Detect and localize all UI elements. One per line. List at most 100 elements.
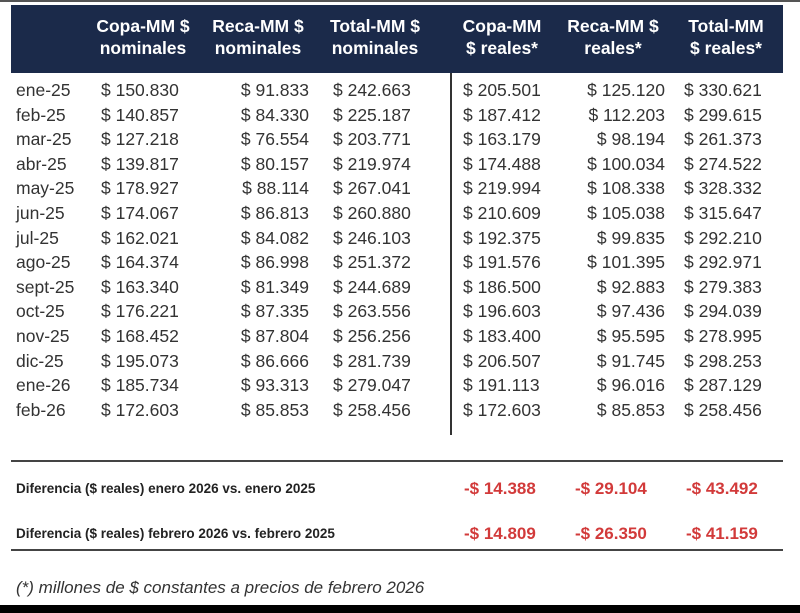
cell-copa-real: $ 191.576 (463, 252, 541, 273)
table-row: jun-25 $ 174.067 $ 86.813 $ 260.880 $ 210.60… (0, 201, 800, 225)
cell-reca-real: $ 92.883 (596, 276, 665, 297)
divider-top (11, 460, 783, 462)
cell-reca-nominal: $ 85.853 (240, 399, 309, 420)
table-row: dic-25 $ 195.073 $ 86.666 $ 281.739 $ 206.50… (0, 349, 800, 373)
month-label: jun-25 (16, 203, 65, 223)
cell-total-real: $ 279.383 (684, 276, 762, 297)
cell-total-nominal: $ 246.103 (333, 227, 411, 248)
cell-reca-real: $ 112.203 (588, 104, 665, 125)
footnote: (*) millones de $ constantes a precios d… (16, 578, 425, 597)
cell-copa-real: $ 191.113 (463, 375, 540, 396)
month-label: abr-25 (16, 153, 67, 174)
cell-total-nominal: $ 244.689 (333, 276, 411, 297)
month-label: feb-25 (16, 104, 66, 125)
cell-total-nominal: $ 256.256 (333, 326, 411, 346)
cell-copa-real: $ 187.412 (463, 104, 541, 125)
cell-copa-nominal: $ 140.857 (101, 104, 179, 125)
table-row: nov-25 $ 168.452 $ 87.804 $ 256.256 $ 183.40… (0, 324, 800, 348)
cell-copa-nominal: $ 172.603 (101, 399, 179, 420)
cell-total-real: $ 299.615 (684, 104, 762, 125)
month-label: dic-25 (16, 350, 64, 371)
cell-copa-real: $ 219.994 (463, 178, 541, 199)
cell-total-nominal: $ 219.974 (333, 153, 411, 174)
header-total-reales: Total-MM $ reales* (688, 16, 764, 58)
month-label: may-25 (16, 178, 75, 199)
table-row: feb-25 $ 140.857 $ 84.330 $ 225.187 $ 187.41… (0, 103, 800, 127)
diff-label-enero: Diferencia ($ reales) enero 2026 vs. ene… (16, 481, 316, 496)
cell-copa-nominal: $ 168.452 (101, 326, 179, 346)
cell-total-nominal: $ 225.187 (333, 104, 411, 125)
cell-total-nominal: $ 267.041 (333, 178, 411, 199)
cell-copa-nominal: $ 162.021 (101, 227, 179, 248)
cell-total-real: $ 315.647 (684, 203, 762, 223)
diff-enero-reca: -$ 29.104 (575, 479, 647, 498)
cell-copa-nominal: $ 174.067 (101, 203, 179, 223)
cell-total-real: $ 292.971 (684, 252, 762, 273)
cell-total-real: $ 258.456 (684, 399, 762, 420)
cell-total-real: $ 261.373 (684, 129, 762, 150)
cell-reca-real: $ 97.436 (596, 301, 665, 322)
cell-total-nominal: $ 258.456 (333, 399, 411, 420)
header-total-nominales: Total-MM $ nominales (329, 16, 421, 58)
month-label: jul-25 (16, 227, 59, 248)
cell-copa-real: $ 186.500 (463, 276, 541, 297)
header-reca-nominales: Reca-MM $ nominales (212, 16, 304, 58)
cell-reca-real: $ 108.338 (587, 178, 665, 199)
cell-total-nominal: $ 279.047 (333, 375, 411, 396)
cell-copa-real: $ 163.179 (463, 129, 541, 150)
table-row: may-25 $ 178.927 $ 88.114 $ 267.041 $ 219.99… (0, 176, 800, 200)
month-label: ene-26 (16, 375, 71, 396)
cell-total-nominal: $ 263.556 (333, 301, 411, 322)
cell-reca-real: $ 98.194 (596, 129, 665, 150)
header-copa-reales: Copa-MM $ reales* (462, 16, 542, 58)
table-row: oct-25 $ 176.221 $ 87.335 $ 263.556 $ 196.60… (0, 299, 800, 323)
header-copa-nominales: Copa-MM $ nominales (96, 16, 190, 58)
cell-copa-real: $ 172.603 (463, 399, 541, 420)
month-label: mar-25 (16, 129, 72, 150)
cell-copa-real: $ 205.501 (463, 80, 541, 100)
cell-total-real: $ 278.995 (684, 326, 762, 346)
cell-reca-nominal: $ 76.554 (240, 129, 309, 150)
cell-copa-nominal: $ 163.340 (101, 276, 179, 297)
table-row: mar-25 $ 127.218 $ 76.554 $ 203.771 $ 163.17… (0, 127, 800, 151)
cell-copa-nominal: $ 127.218 (101, 129, 179, 150)
header-reca-reales: Reca-MM $ reales* (567, 16, 659, 58)
diff-label-febrero: Diferencia ($ reales) febrero 2026 vs. f… (16, 526, 335, 541)
cell-reca-nominal: $ 87.335 (240, 301, 309, 322)
column-divider (450, 73, 452, 435)
cell-reca-nominal: $ 93.313 (240, 375, 309, 396)
cell-total-real: $ 294.039 (684, 301, 762, 322)
table-row: ago-25 $ 164.374 $ 86.998 $ 251.372 $ 191.57… (0, 250, 800, 274)
cell-reca-nominal: $ 87.804 (240, 326, 309, 346)
table-row: sept-25 $ 163.340 $ 81.349 $ 244.689 $ 186.5… (0, 275, 800, 299)
cell-total-nominal: $ 281.739 (333, 350, 411, 371)
cell-reca-real: $ 95.595 (596, 326, 665, 346)
cell-copa-real: $ 174.488 (463, 153, 541, 174)
cell-copa-nominal: $ 185.734 (101, 375, 179, 396)
diff-febrero-reca: -$ 26.350 (575, 524, 647, 543)
table-row: abr-25 $ 139.817 $ 80.157 $ 219.974 $ 174.48… (0, 152, 800, 176)
cell-reca-real: $ 96.016 (596, 375, 665, 396)
cell-reca-real: $ 100.034 (587, 153, 665, 174)
table-row: jul-25 $ 162.021 $ 84.082 $ 246.103 $ 192.37… (0, 226, 800, 250)
cell-copa-real: $ 210.609 (463, 203, 541, 223)
cell-copa-nominal: $ 150.830 (101, 80, 179, 100)
cell-total-nominal: $ 242.663 (333, 80, 411, 100)
table-row: feb-26 $ 172.603 $ 85.853 $ 258.456 $ 172.60… (0, 398, 800, 422)
bottom-bar (0, 605, 800, 613)
cell-copa-nominal: $ 195.073 (101, 350, 179, 371)
cell-copa-real: $ 196.603 (463, 301, 541, 322)
cell-reca-nominal: $ 86.813 (240, 203, 309, 223)
cell-reca-nominal: $ 91.833 (240, 80, 309, 100)
cell-total-real: $ 330.621 (684, 80, 762, 100)
diff-febrero-total: -$ 41.159 (686, 524, 758, 543)
cell-total-real: $ 298.253 (684, 350, 762, 371)
cell-reca-nominal: $ 84.330 (240, 104, 309, 125)
top-border (0, 0, 800, 2)
cell-copa-nominal: $ 139.817 (101, 153, 179, 174)
cell-total-real: $ 287.129 (684, 375, 762, 396)
diff-enero-copa: -$ 14.388 (464, 479, 536, 498)
cell-total-real: $ 292.210 (684, 227, 762, 248)
month-label: oct-25 (16, 301, 65, 322)
cell-total-nominal: $ 251.372 (333, 252, 411, 273)
